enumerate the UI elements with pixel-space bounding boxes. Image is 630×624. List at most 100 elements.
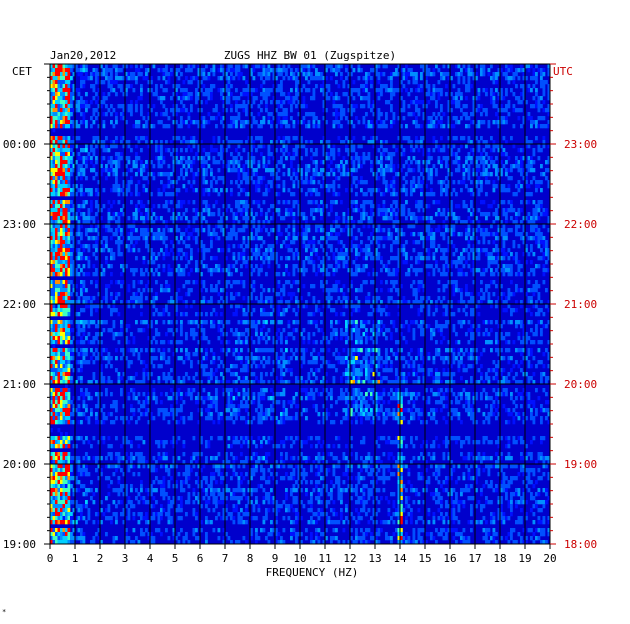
- heatmap-cell: [50, 136, 53, 141]
- heatmap-cell: [205, 204, 208, 209]
- heatmap-cell: [245, 220, 248, 225]
- heatmap-cell: [515, 184, 518, 189]
- heatmap-cell: [290, 160, 293, 165]
- heatmap-cell: [247, 300, 251, 305]
- heatmap-cell: [295, 96, 298, 101]
- heatmap-cell: [252, 120, 256, 125]
- heatmap-cell: [225, 72, 228, 77]
- heatmap-cell: [350, 280, 353, 285]
- heatmap-cell: [217, 220, 221, 225]
- heatmap-cell: [127, 76, 131, 81]
- heatmap-cell: [62, 204, 66, 209]
- heatmap-cell: [505, 172, 508, 177]
- heatmap-cell: [412, 292, 416, 297]
- heatmap-cell: [65, 184, 68, 189]
- heatmap-cell: [417, 180, 421, 185]
- heatmap-cell: [120, 136, 123, 141]
- heatmap-cell: [182, 164, 186, 169]
- heatmap-cell: [142, 188, 146, 193]
- heatmap-cell: [190, 68, 193, 73]
- heatmap-cell: [55, 88, 58, 93]
- heatmap-cell: [60, 136, 63, 141]
- heatmap-cell: [412, 148, 416, 153]
- heatmap-cell: [292, 96, 296, 101]
- heatmap-cell: [302, 268, 306, 273]
- heatmap-cell: [292, 120, 296, 125]
- heatmap-cell: [67, 92, 71, 97]
- heatmap-cell: [542, 88, 546, 93]
- heatmap-cell: [372, 268, 376, 273]
- heatmap-cell: [312, 236, 316, 241]
- heatmap-cell: [447, 300, 451, 305]
- heatmap-cell: [162, 104, 166, 109]
- heatmap-cell: [202, 216, 206, 221]
- heatmap-cell: [492, 92, 496, 97]
- heatmap-cell: [527, 84, 531, 89]
- heatmap-cell: [480, 112, 483, 117]
- heatmap-cell: [297, 220, 301, 225]
- heatmap-cell: [102, 168, 106, 173]
- heatmap-cell: [217, 88, 221, 93]
- heatmap-cell: [57, 180, 61, 185]
- heatmap-cell: [487, 144, 491, 149]
- heatmap-cell: [342, 252, 346, 257]
- heatmap-cell: [412, 224, 416, 229]
- heatmap-cell: [437, 96, 441, 101]
- heatmap-cell: [387, 296, 391, 301]
- heatmap-cell: [135, 144, 138, 149]
- heatmap-cell: [380, 140, 383, 145]
- heatmap-cell: [507, 156, 511, 161]
- heatmap-cell: [245, 204, 248, 209]
- heatmap-cell: [65, 204, 68, 209]
- heatmap-cell: [480, 188, 483, 193]
- heatmap-cell: [327, 64, 331, 69]
- heatmap-cell: [267, 296, 271, 301]
- heatmap-cell: [262, 192, 266, 197]
- heatmap-cell: [212, 204, 216, 209]
- heatmap-cell: [485, 160, 488, 165]
- heatmap-cell: [360, 188, 363, 193]
- heatmap-cell: [505, 64, 508, 69]
- heatmap-cell: [472, 280, 476, 285]
- heatmap-cell: [385, 140, 388, 145]
- heatmap-cell: [460, 292, 463, 297]
- heatmap-cell: [132, 160, 136, 165]
- heatmap-cell: [332, 96, 336, 101]
- heatmap-cell: [492, 72, 496, 77]
- heatmap-cell: [360, 268, 363, 273]
- heatmap-cell: [132, 292, 136, 297]
- heatmap-cell: [275, 192, 278, 197]
- heatmap-cell: [237, 72, 241, 77]
- heatmap-cell: [380, 168, 383, 173]
- heatmap-cell: [332, 252, 336, 257]
- heatmap-cell: [95, 272, 98, 277]
- heatmap-cell: [537, 244, 541, 249]
- heatmap-cell: [290, 284, 293, 289]
- heatmap-cell: [312, 216, 316, 221]
- heatmap-cell: [192, 144, 196, 149]
- heatmap-cell: [297, 212, 301, 217]
- heatmap-cell: [345, 116, 348, 121]
- heatmap-cell: [67, 112, 71, 117]
- heatmap-cell: [307, 224, 311, 229]
- heatmap-cell: [480, 280, 483, 285]
- heatmap-cell: [157, 148, 161, 153]
- heatmap-cell: [317, 172, 321, 177]
- heatmap-cell: [447, 124, 451, 129]
- heatmap-cell: [67, 288, 71, 293]
- heatmap-cell: [165, 244, 168, 249]
- heatmap-cell: [292, 212, 296, 217]
- heatmap-cell: [67, 156, 71, 161]
- heatmap-cell: [150, 208, 153, 213]
- heatmap-cell: [192, 136, 196, 141]
- heatmap-cell: [202, 244, 206, 249]
- heatmap-cell: [82, 300, 86, 305]
- heatmap-cell: [535, 284, 538, 289]
- heatmap-cell: [457, 160, 461, 165]
- heatmap-cell: [85, 244, 88, 249]
- heatmap-cell: [57, 208, 61, 213]
- heatmap-cell: [455, 92, 458, 97]
- heatmap-cell: [382, 176, 386, 181]
- heatmap-cell: [362, 248, 366, 253]
- heatmap-cell: [247, 156, 251, 161]
